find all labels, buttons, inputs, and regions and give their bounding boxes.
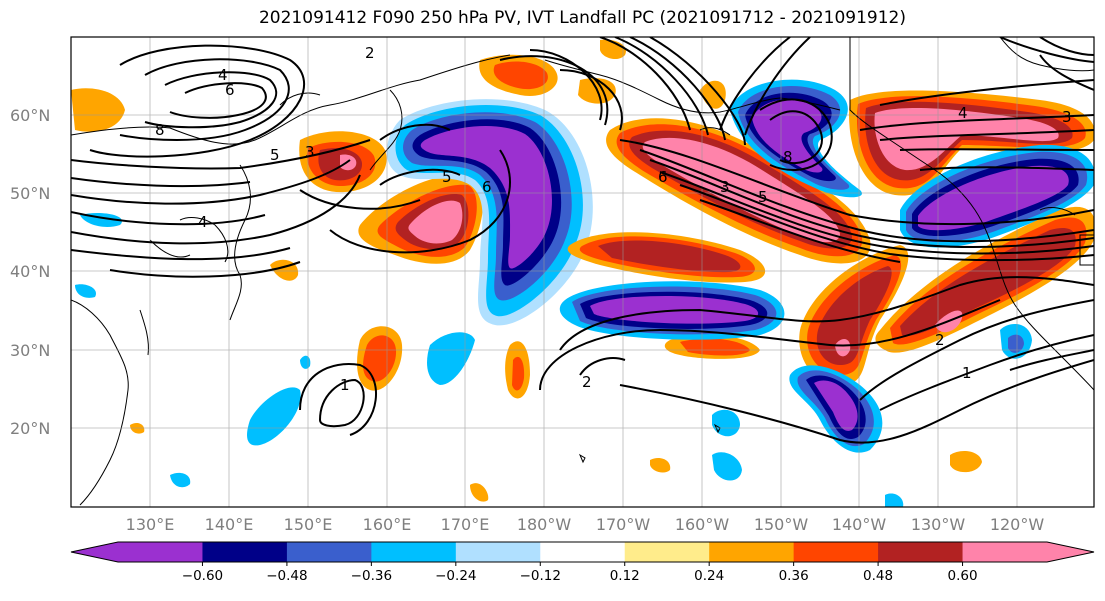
longitude-labels: 130°E 140°E 150°E 160°E 170°E 180°W 170°…	[126, 515, 1045, 534]
contour-label: 5	[442, 168, 452, 186]
map-content: 2 4 6 8 5 3 4 5 6 3 5 8 6 4 3 2 1 2 1	[71, 37, 1094, 507]
contour-label: 2	[935, 331, 945, 349]
colorbar-segment	[793, 542, 879, 562]
lon-label: 170°E	[441, 515, 490, 534]
colorbar-segment	[202, 542, 288, 562]
lon-label: 160°E	[363, 515, 412, 534]
colorbar-segment	[455, 542, 541, 562]
contour-label: 1	[962, 364, 972, 382]
contour-label: 6	[225, 81, 235, 99]
colorbar-segment	[624, 542, 710, 562]
contour-label: 6	[482, 178, 492, 196]
contour-label: 1	[340, 376, 350, 394]
colorbar-tick-label: 0.36	[779, 568, 809, 584]
lat-label-60n: 60°N	[10, 106, 50, 125]
lat-label-30n: 30°N	[10, 341, 50, 360]
contour-label: 5	[758, 188, 768, 206]
latitude-labels: 60°N 50°N 40°N 30°N 20°N	[10, 106, 50, 438]
colorbar-tick-label: 0.12	[610, 568, 640, 584]
contour-label: 8	[155, 121, 165, 139]
lon-label: 120°W	[990, 515, 1045, 534]
negative-anomaly-nw-coast	[900, 144, 1094, 248]
colorbar-segment	[709, 542, 795, 562]
lon-label: 140°E	[205, 515, 254, 534]
colorbar-tick-label: −0.48	[266, 568, 307, 584]
contour-label: 4	[218, 66, 228, 84]
colorbar-tick-label: 0.48	[863, 568, 893, 584]
colorbar-tick-label: −0.12	[520, 568, 561, 584]
small-anomalies	[71, 88, 1032, 507]
contour-label: 4	[198, 213, 208, 231]
colorbar-tick-label: −0.24	[435, 568, 476, 584]
ivt-contours	[71, 37, 1094, 444]
colorbar-segment	[540, 542, 626, 562]
colorbar-tick-labels: −0.60 −0.48 −0.36 −0.24 −0.12 0.12 0.24 0.36 0.4…	[182, 568, 978, 584]
colorbar-segment	[286, 542, 372, 562]
contour-label: 4	[958, 104, 968, 122]
lat-label-40n: 40°N	[10, 262, 50, 281]
colorbar	[70, 541, 1095, 566]
lat-label-50n: 50°N	[10, 184, 50, 203]
colorbar-extend-max	[1047, 542, 1094, 562]
colorbar-tick-label: −0.36	[351, 568, 392, 584]
contour-label: 5	[270, 146, 280, 164]
contour-labels: 2 4 6 8 5 3 4 5 6 3 5 8 6 4 3 2 1 2 1	[155, 44, 1072, 394]
positive-anomaly-170e	[358, 174, 484, 264]
lon-label: 130°E	[126, 515, 175, 534]
contour-label: 2	[582, 373, 592, 391]
lon-label: 180°W	[517, 515, 572, 534]
contour-label: 3	[305, 143, 315, 161]
negative-anomaly-kamchatka	[386, 99, 593, 326]
colorbar-segment	[878, 542, 964, 562]
colorbar-segment	[371, 542, 457, 562]
map-title: 2021091412 F090 250 hPa PV, IVT Landfall…	[258, 8, 906, 28]
lon-label: 130°W	[911, 515, 966, 534]
map-frame	[70, 36, 1095, 508]
lat-label-20n: 20°N	[10, 419, 50, 438]
colorbar-segment	[118, 542, 203, 562]
positive-anomaly-central-band	[567, 232, 766, 359]
contour-label: 3	[720, 178, 730, 196]
contour-label: 3	[1062, 108, 1072, 126]
colorbar-extend-min	[71, 542, 118, 562]
colorbar-tick-label: 0.24	[694, 568, 724, 584]
contour-label: 2	[365, 44, 375, 62]
colorbar-tick-label: −0.60	[182, 568, 223, 584]
lon-label: 140°W	[832, 515, 887, 534]
lon-label: 150°W	[754, 515, 809, 534]
colorbar-segment	[962, 542, 1048, 562]
colorbar-outline	[70, 541, 1095, 563]
contour-label: 8	[783, 148, 793, 166]
colorbar-tick-label: 0.60	[948, 568, 978, 584]
contour-label: 6	[658, 168, 668, 186]
lon-label: 170°W	[596, 515, 651, 534]
lon-label: 160°W	[675, 515, 730, 534]
lon-label: 150°E	[284, 515, 333, 534]
